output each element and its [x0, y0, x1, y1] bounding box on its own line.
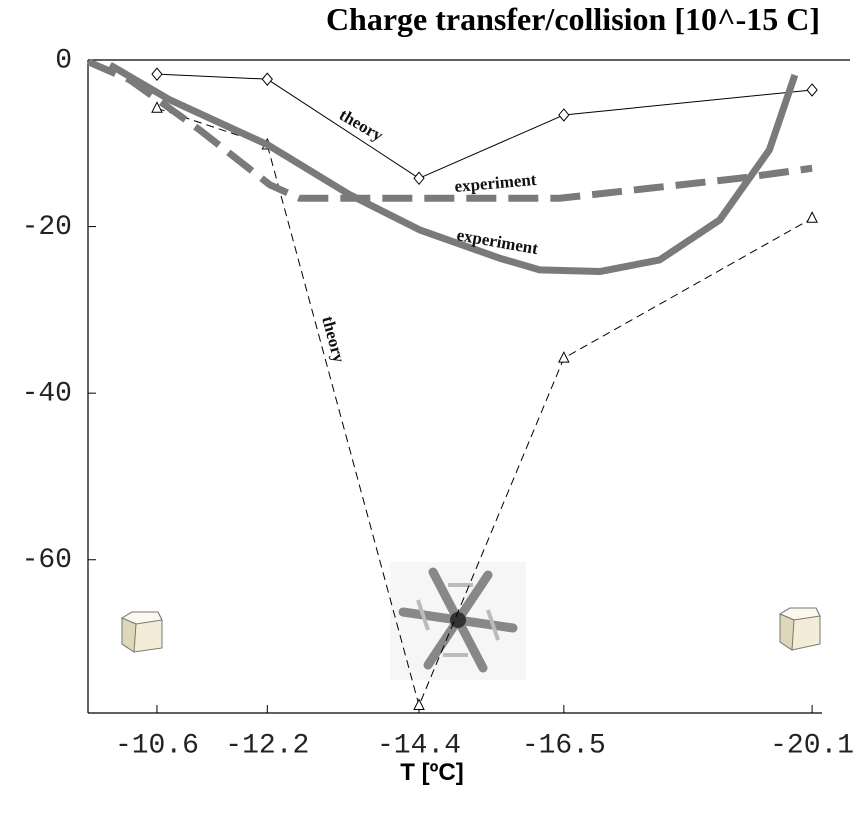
marker	[414, 172, 424, 184]
prism-left	[122, 612, 162, 652]
y-tick-label: -20	[22, 212, 72, 243]
x-tick-label: -12.2	[225, 730, 309, 761]
marker	[262, 73, 272, 85]
x-tick-label: -16.5	[522, 730, 606, 761]
series-line	[157, 74, 812, 178]
annotation: theory	[318, 314, 349, 365]
chart-title: Charge transfer/collision [10^-15 C]	[326, 1, 820, 37]
chart: Charge transfer/collision [10^-15 C] T […	[0, 0, 866, 820]
y-tick-label: -60	[22, 545, 72, 576]
y-tick-label: 0	[55, 45, 72, 76]
annotation: theory	[336, 105, 387, 145]
x-tick-label: -10.6	[115, 730, 199, 761]
x-tick-label: -20.1	[770, 730, 854, 761]
series-line	[88, 62, 812, 199]
x-axis-label: T [ºC]	[400, 759, 463, 786]
prism-right	[780, 608, 820, 650]
marker	[559, 109, 569, 121]
annotation: experiment	[454, 170, 538, 196]
marker	[807, 84, 817, 96]
marker	[152, 68, 162, 80]
x-tick-label: -14.4	[377, 730, 461, 761]
marker	[559, 352, 569, 362]
marker	[807, 212, 817, 222]
snowflake	[390, 562, 526, 680]
annotation: experiment	[455, 225, 540, 258]
series-line	[110, 65, 795, 272]
y-tick-label: -40	[22, 379, 72, 410]
marker	[414, 700, 424, 710]
